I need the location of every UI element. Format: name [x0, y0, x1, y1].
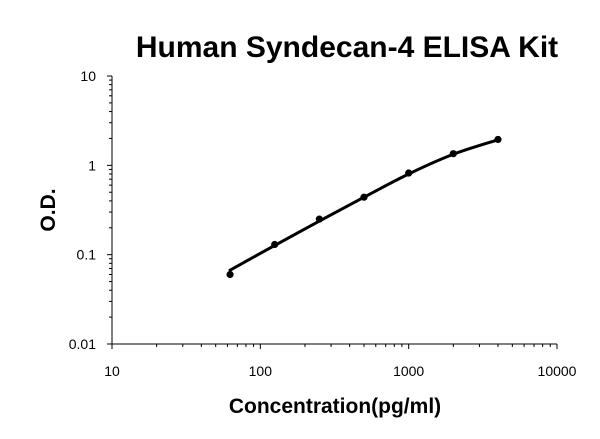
y-axis-ticks: 0.01 0.1 1 10	[69, 68, 112, 352]
data-point	[405, 169, 413, 177]
y-tick-label: 1	[88, 157, 96, 173]
data-point	[315, 215, 323, 223]
fit-curve-group	[228, 138, 500, 272]
data-point	[360, 193, 368, 201]
data-point	[494, 135, 502, 144]
chart-title: Human Syndecan-4 ELISA Kit	[136, 31, 558, 64]
y-tick-label: 0.1	[77, 247, 97, 263]
data-point	[449, 150, 457, 158]
data-point	[226, 270, 234, 279]
x-axis-label: Concentration(pg/ml)	[229, 395, 441, 418]
x-tick-label: 10	[104, 363, 120, 379]
data-point	[271, 240, 279, 249]
y-tick-label: 10	[80, 68, 96, 84]
x-axis-ticks: 10 100 1000 10000	[104, 344, 577, 379]
fit-curve	[228, 138, 500, 272]
y-axis-label: O.D.	[37, 188, 60, 231]
data-points	[226, 135, 502, 279]
x-tick-label: 10000	[538, 363, 577, 379]
x-tick-label: 1000	[393, 363, 424, 379]
axes	[111, 76, 557, 345]
x-tick-label: 100	[249, 363, 273, 379]
y-tick-label: 0.01	[69, 336, 96, 352]
